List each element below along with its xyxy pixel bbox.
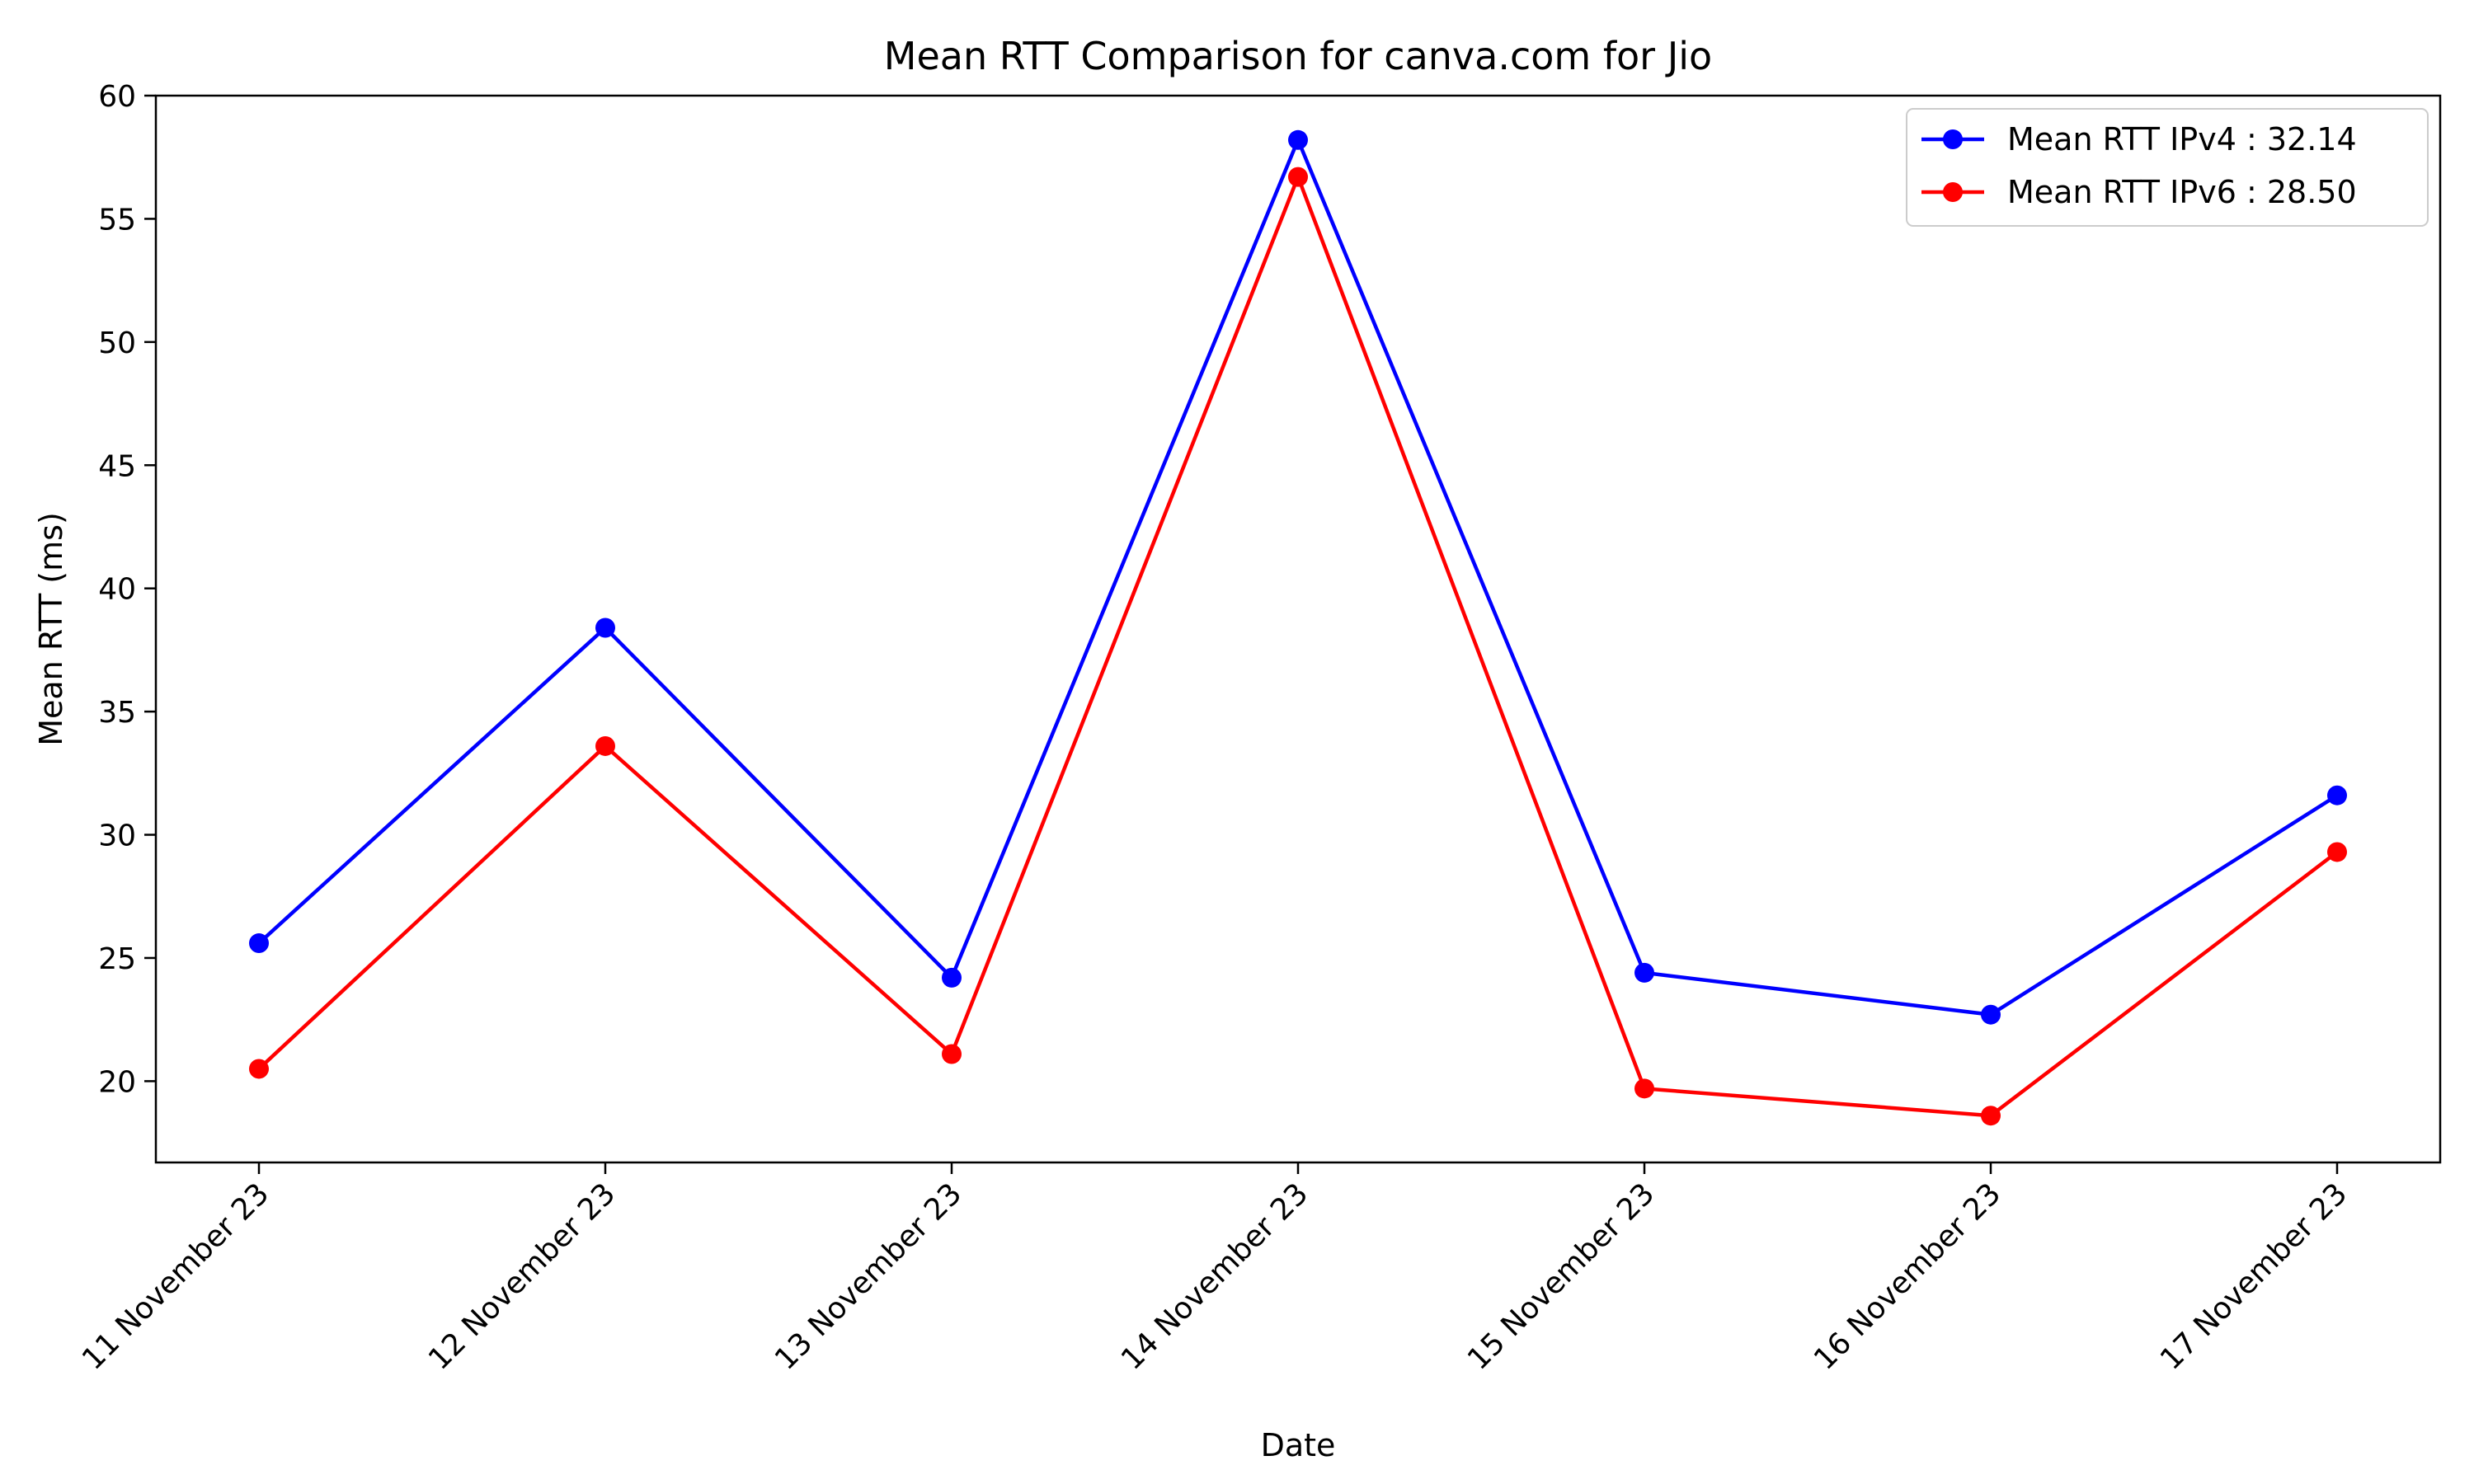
series-line [257,134,2339,1017]
series-point [1288,167,1308,187]
series-point [1634,1078,1654,1099]
series-1 [249,129,2347,1025]
series-2 [249,167,2347,1126]
y-tick-label: 50 [98,326,136,360]
series-point [942,1044,962,1064]
x-tick-label: 16 November 23 [1808,1176,2007,1376]
x-tick-label: 14 November 23 [1115,1176,1315,1376]
x-axis-label: Date [1261,1427,1336,1463]
y-tick-label: 35 [98,696,136,730]
series-point [595,735,615,756]
x-tick-label: 11 November 23 [76,1176,275,1376]
series-point [1634,962,1654,983]
plot-frame [154,94,2442,1164]
legend-label: Mean RTT IPv6 : 28.50 [2007,174,2357,210]
series-point [942,967,962,988]
legend-frame [1906,108,2429,227]
chart-title: Mean RTT Comparison for canva.com for Ji… [884,34,1712,78]
legend-entry: Mean RTT IPv4 : 32.14 [1921,121,2357,157]
legend-label: Mean RTT IPv4 : 32.14 [2007,121,2357,157]
x-tick-label: 17 November 23 [2154,1176,2354,1376]
series-point [1981,1106,2001,1126]
legend-entry: Mean RTT IPv6 : 28.50 [1921,174,2357,210]
y-tick-label: 45 [98,449,136,483]
y-tick-label: 30 [98,819,136,853]
y-tick-label: 20 [98,1065,136,1099]
series-point [1981,1004,2001,1025]
legend-swatch-marker [1943,182,1963,202]
y-tick-label: 55 [98,203,136,237]
axis-ticks: 20 25 30 35 40 45 50 55 60 11 November 23 12 Novem… [76,80,2354,1377]
y-axis-label: Mean RTT (ms) [33,512,69,746]
x-tick-label: 13 November 23 [769,1176,968,1376]
series-point [249,933,269,954]
y-tick-label: 25 [98,942,136,976]
x-tick-label: 12 November 23 [422,1176,622,1376]
series-point [249,1059,269,1079]
series-point [595,618,615,638]
legend-swatch-marker [1943,129,1963,149]
series-layer [249,129,2347,1126]
x-tick-label: 15 November 23 [1461,1176,1661,1376]
series-point [2327,842,2347,862]
legend: Mean RTT IPv4 : 32.14 Mean RTT IPv6 : 28.… [1906,108,2429,227]
series-line [257,171,2339,1118]
series-point [2327,785,2347,805]
y-tick-label: 60 [98,80,136,114]
series-point [1288,129,1308,150]
y-tick-label: 40 [98,573,136,607]
